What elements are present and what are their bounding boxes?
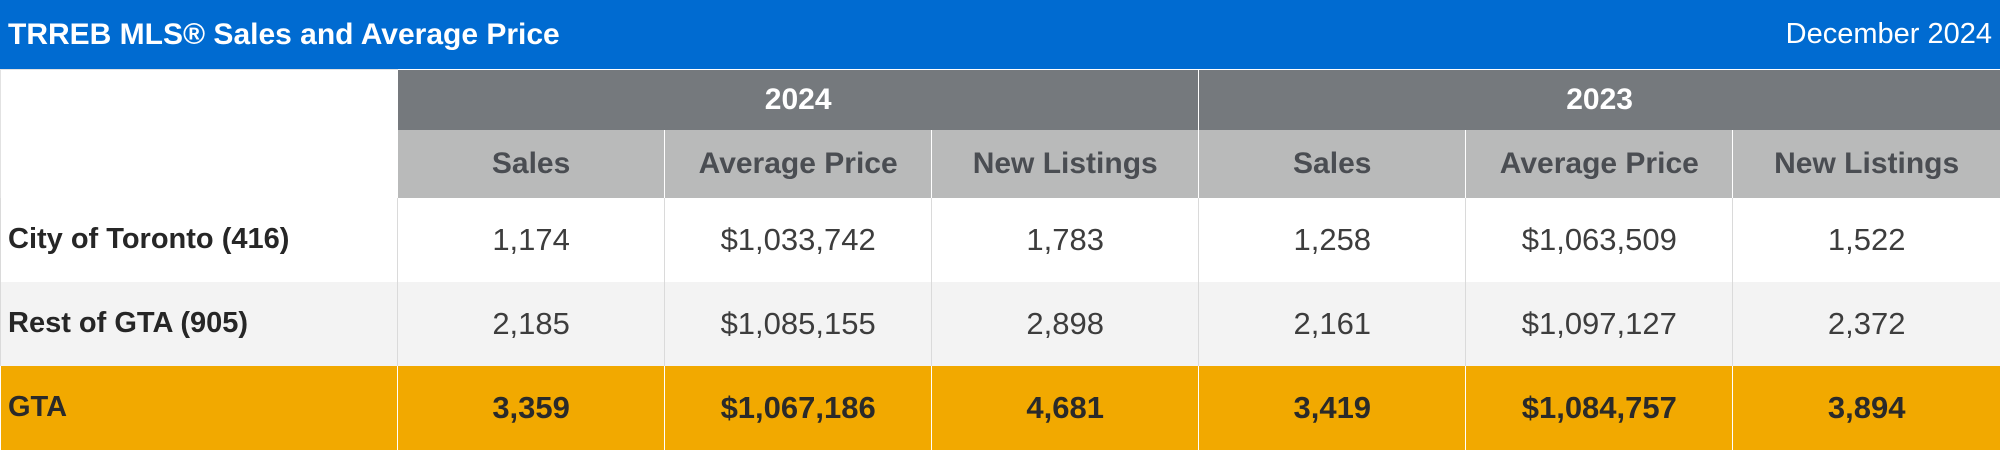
- row-label: Rest of GTA (905): [0, 281, 398, 366]
- sales-price-table: 2024 2023 Sales Average Price New Listin…: [0, 69, 2000, 450]
- table-row-city-of-toronto: City of Toronto (416) 1,174 $1,033,742 1…: [0, 197, 2000, 282]
- row-label: City of Toronto (416): [0, 197, 398, 282]
- column-header-new-listings-2023: New Listings: [1732, 129, 2000, 198]
- cell-sales-2024: 3,359: [397, 365, 665, 450]
- report-period: December 2024: [1785, 18, 1992, 50]
- cell-sales-2023: 2,161: [1198, 281, 1466, 366]
- column-header-sales-2024: Sales: [397, 129, 665, 198]
- year-header-row: 2024 2023: [0, 69, 2000, 198]
- cell-average-price-2024: $1,033,742: [664, 197, 932, 282]
- row-label: GTA: [0, 365, 398, 450]
- cell-average-price-2023: $1,084,757: [1465, 365, 1733, 450]
- title-bar: TRREB MLS® Sales and Average Price Decem…: [0, 0, 2000, 69]
- cell-average-price-2023: $1,097,127: [1465, 281, 1733, 366]
- cell-average-price-2023: $1,063,509: [1465, 197, 1733, 282]
- table-row-rest-of-gta: Rest of GTA (905) 2,185 $1,085,155 2,898…: [0, 281, 2000, 366]
- cell-sales-2024: 1,174: [397, 197, 665, 282]
- cell-average-price-2024: $1,067,186: [664, 365, 932, 450]
- cell-new-listings-2024: 4,681: [931, 365, 1199, 450]
- cell-sales-2023: 3,419: [1198, 365, 1466, 450]
- column-header-sales-2023: Sales: [1198, 129, 1466, 198]
- cell-sales-2023: 1,258: [1198, 197, 1466, 282]
- column-header-average-price-2024: Average Price: [664, 129, 932, 198]
- cell-sales-2024: 2,185: [397, 281, 665, 366]
- cell-new-listings-2024: 2,898: [931, 281, 1199, 366]
- cell-new-listings-2024: 1,783: [931, 197, 1199, 282]
- year-header-2023: 2023: [1198, 69, 2000, 130]
- table-row-gta-total: GTA 3,359 $1,067,186 4,681 3,419 $1,084,…: [0, 365, 2000, 450]
- column-header-average-price-2023: Average Price: [1465, 129, 1733, 198]
- page-title: TRREB MLS® Sales and Average Price: [8, 18, 560, 51]
- column-header-new-listings-2024: New Listings: [931, 129, 1199, 198]
- table-corner-cell: [0, 69, 398, 198]
- column-header-row: Sales Average Price New Listings Sales A…: [1, 129, 2000, 198]
- cell-average-price-2024: $1,085,155: [664, 281, 932, 366]
- year-header-2024: 2024: [397, 69, 1199, 130]
- cell-new-listings-2023: 3,894: [1732, 365, 2000, 450]
- cell-new-listings-2023: 2,372: [1732, 281, 2000, 366]
- cell-new-listings-2023: 1,522: [1732, 197, 2000, 282]
